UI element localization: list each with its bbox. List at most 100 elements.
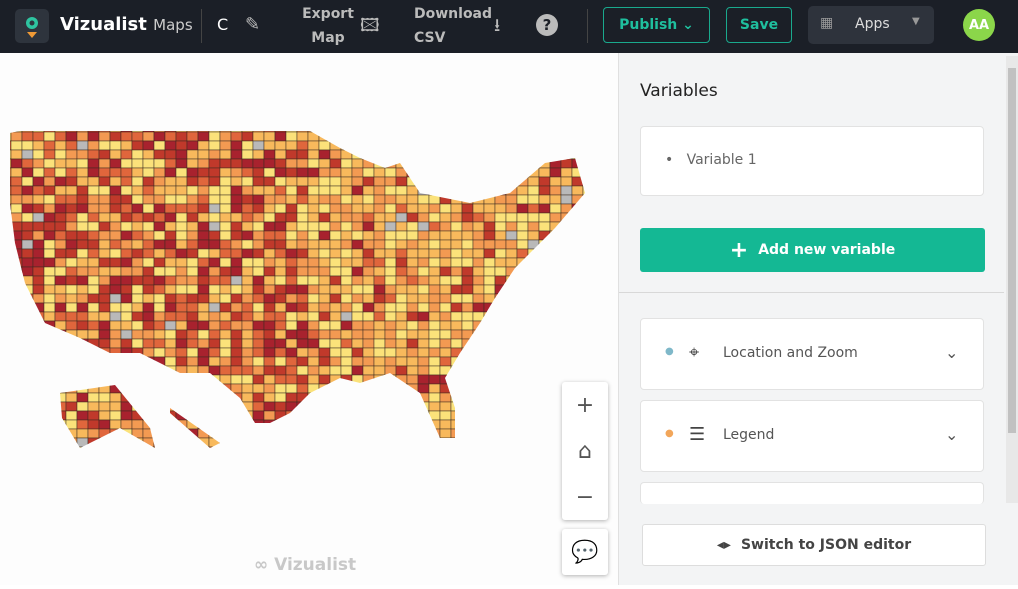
county-region[interactable]: [175, 176, 188, 187]
county-region[interactable]: [0, 365, 12, 376]
county-region[interactable]: [142, 320, 155, 331]
county-region[interactable]: [120, 446, 133, 456]
county-region[interactable]: [307, 410, 320, 421]
county-region[interactable]: [307, 347, 320, 358]
county-region[interactable]: [120, 383, 133, 394]
county-region[interactable]: [109, 338, 122, 349]
county-region[interactable]: [43, 401, 56, 412]
county-region[interactable]: [241, 203, 254, 214]
county-region[interactable]: [219, 383, 232, 394]
county-region[interactable]: [439, 239, 452, 250]
county-region[interactable]: [428, 140, 441, 151]
county-region[interactable]: [186, 311, 199, 322]
county-region[interactable]: [307, 257, 320, 268]
county-region[interactable]: [131, 239, 144, 250]
county-region[interactable]: [560, 293, 573, 304]
county-region[interactable]: [241, 347, 254, 358]
county-region[interactable]: [87, 185, 100, 196]
county-region[interactable]: [417, 131, 430, 142]
county-region[interactable]: [164, 158, 177, 169]
county-region[interactable]: [21, 392, 34, 403]
county-region[interactable]: [417, 419, 430, 430]
county-region[interactable]: [208, 401, 221, 412]
county-region[interactable]: [483, 257, 496, 268]
zoom-in-button[interactable]: +: [575, 392, 595, 418]
county-region[interactable]: [197, 212, 210, 223]
county-region[interactable]: [472, 275, 485, 286]
county-region[interactable]: [351, 419, 364, 430]
county-region[interactable]: [560, 257, 573, 268]
county-region[interactable]: [560, 365, 573, 376]
county-region[interactable]: [32, 176, 45, 187]
county-region[interactable]: [219, 167, 232, 178]
county-region[interactable]: [450, 320, 463, 331]
county-region[interactable]: [494, 257, 507, 268]
county-region[interactable]: [21, 401, 34, 412]
county-region[interactable]: [373, 185, 386, 196]
county-region[interactable]: [582, 185, 594, 196]
county-region[interactable]: [406, 365, 419, 376]
county-region[interactable]: [516, 212, 529, 223]
county-region[interactable]: [527, 123, 540, 133]
county-region[interactable]: [285, 149, 298, 160]
choropleth-map[interactable]: [0, 53, 618, 585]
county-region[interactable]: [494, 311, 507, 322]
county-region[interactable]: [87, 149, 100, 160]
county-region[interactable]: [98, 365, 111, 376]
county-region[interactable]: [120, 221, 133, 232]
county-region[interactable]: [208, 275, 221, 286]
county-region[interactable]: [351, 221, 364, 232]
county-region[interactable]: [43, 356, 56, 367]
county-region[interactable]: [230, 383, 243, 394]
county-region[interactable]: [329, 230, 342, 241]
county-region[interactable]: [395, 428, 408, 439]
county-region[interactable]: [340, 185, 353, 196]
county-region[interactable]: [329, 401, 342, 412]
county-region[interactable]: [450, 302, 463, 313]
county-region[interactable]: [395, 320, 408, 331]
county-region[interactable]: [472, 437, 485, 448]
county-region[interactable]: [395, 419, 408, 430]
county-region[interactable]: [263, 347, 276, 358]
county-region[interactable]: [329, 437, 342, 448]
county-region[interactable]: [428, 329, 441, 340]
county-region[interactable]: [450, 437, 463, 448]
county-region[interactable]: [417, 248, 430, 259]
county-region[interactable]: [241, 437, 254, 448]
county-region[interactable]: [428, 230, 441, 241]
county-region[interactable]: [175, 203, 188, 214]
county-region[interactable]: [494, 446, 507, 456]
county-region[interactable]: [472, 212, 485, 223]
county-region[interactable]: [131, 320, 144, 331]
county-region[interactable]: [307, 329, 320, 340]
county-region[interactable]: [120, 329, 133, 340]
county-region[interactable]: [32, 311, 45, 322]
county-region[interactable]: [296, 356, 309, 367]
county-region[interactable]: [98, 392, 111, 403]
county-region[interactable]: [472, 401, 485, 412]
county-region[interactable]: [43, 311, 56, 322]
county-region[interactable]: [384, 257, 397, 268]
county-region[interactable]: [384, 347, 397, 358]
county-region[interactable]: [21, 437, 34, 448]
county-region[interactable]: [450, 266, 463, 277]
county-region[interactable]: [219, 203, 232, 214]
county-region[interactable]: [131, 221, 144, 232]
county-region[interactable]: [219, 257, 232, 268]
county-region[interactable]: [10, 428, 23, 439]
county-region[interactable]: [307, 320, 320, 331]
county-region[interactable]: [76, 221, 89, 232]
county-region[interactable]: [252, 167, 265, 178]
county-region[interactable]: [439, 410, 452, 421]
county-region[interactable]: [395, 212, 408, 223]
county-region[interactable]: [32, 329, 45, 340]
county-region[interactable]: [274, 302, 287, 313]
county-region[interactable]: [21, 158, 34, 169]
county-region[interactable]: [0, 203, 12, 214]
county-region[interactable]: [373, 347, 386, 358]
county-region[interactable]: [329, 257, 342, 268]
county-region[interactable]: [208, 410, 221, 421]
county-region[interactable]: [197, 365, 210, 376]
county-region[interactable]: [230, 248, 243, 259]
county-region[interactable]: [527, 401, 540, 412]
